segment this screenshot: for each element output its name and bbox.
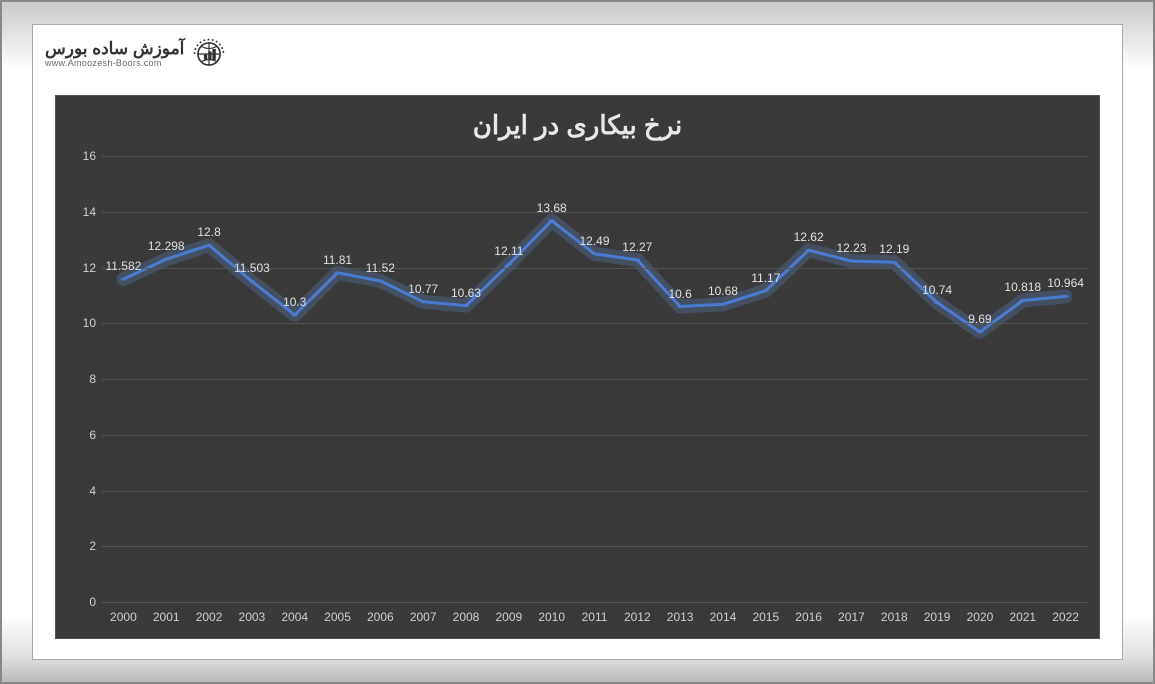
y-tick-label: 16 [83,149,96,163]
x-tick-label: 2010 [538,610,565,624]
logo-text: آموزش ساده بورس www.Amoozesh-Boors.com [45,40,184,68]
gridline [102,491,1087,492]
x-tick-label: 2001 [153,610,180,624]
gridline [102,602,1087,603]
x-tick-label: 2013 [667,610,694,624]
data-point-label: 12.49 [579,234,609,254]
unemployment-chart: نرخ بیکاری در ایران 02468101214162000200… [55,95,1100,639]
gridline [102,379,1087,380]
data-point-label: 12.62 [794,230,824,250]
x-tick-label: 2022 [1052,610,1079,624]
gridline [102,435,1087,436]
gridline [102,156,1087,157]
gridline [102,546,1087,547]
data-point-label: 10.818 [1004,280,1041,300]
x-tick-label: 2007 [410,610,437,624]
gridline [102,212,1087,213]
x-tick-label: 2021 [1009,610,1036,624]
data-point-label: 12.23 [836,241,866,261]
gridline [102,323,1087,324]
chart-title: نرخ بیکاری در ایران [56,110,1099,141]
x-tick-label: 2003 [239,610,266,624]
x-tick-label: 2019 [924,610,951,624]
data-point-label: 10.77 [408,282,438,302]
y-tick-label: 0 [89,595,96,609]
data-point-label: 12.19 [879,242,909,262]
data-point-label: 12.298 [148,239,185,259]
x-tick-label: 2011 [582,610,608,624]
x-tick-label: 2004 [281,610,308,624]
logo: آموزش ساده بورس www.Amoozesh-Boors.com [45,37,226,71]
data-point-label: 12.27 [622,240,652,260]
globe-chart-icon [192,37,226,71]
x-tick-label: 2014 [710,610,737,624]
data-point-label: 11.582 [106,259,142,279]
x-tick-label: 2016 [795,610,822,624]
y-tick-label: 12 [83,261,96,275]
x-tick-label: 2002 [196,610,223,624]
y-tick-label: 6 [89,428,96,442]
x-tick-label: 2009 [495,610,522,624]
x-tick-label: 2017 [838,610,865,624]
data-point-label: 11.52 [366,261,395,281]
data-point-label: 10.964 [1047,276,1084,296]
x-tick-label: 2020 [967,610,994,624]
data-point-label: 9.69 [968,312,991,332]
y-tick-label: 10 [83,316,96,330]
data-point-label: 12.8 [197,225,220,245]
x-tick-label: 2005 [324,610,351,624]
y-tick-label: 14 [83,205,96,219]
x-tick-label: 2018 [881,610,908,624]
data-point-label: 10.68 [708,284,738,304]
x-tick-label: 2012 [624,610,651,624]
data-point-label: 10.3 [283,295,306,315]
plot-area: 0246810121416200020012002200320042005200… [102,156,1087,602]
logo-text-fa: آموزش ساده بورس [45,40,184,57]
data-point-label: 11.17 [751,271,780,291]
data-point-label: 12.11 [494,244,523,264]
x-tick-label: 2000 [110,610,137,624]
data-point-label: 11.81 [323,253,352,273]
data-point-label: 10.74 [922,283,952,303]
data-point-label: 13.68 [537,201,567,221]
data-point-label: 10.6 [668,287,691,307]
content-card: آموزش ساده بورس www.Amoozesh-Boors.com ن… [32,24,1123,660]
y-tick-label: 2 [89,539,96,553]
y-tick-label: 8 [89,372,96,386]
x-tick-label: 2015 [752,610,779,624]
x-tick-label: 2008 [453,610,480,624]
y-tick-label: 4 [89,484,96,498]
logo-text-en: www.Amoozesh-Boors.com [45,59,162,68]
data-point-label: 10.63 [451,286,481,306]
x-tick-label: 2006 [367,610,394,624]
data-point-label: 11.503 [234,261,270,281]
